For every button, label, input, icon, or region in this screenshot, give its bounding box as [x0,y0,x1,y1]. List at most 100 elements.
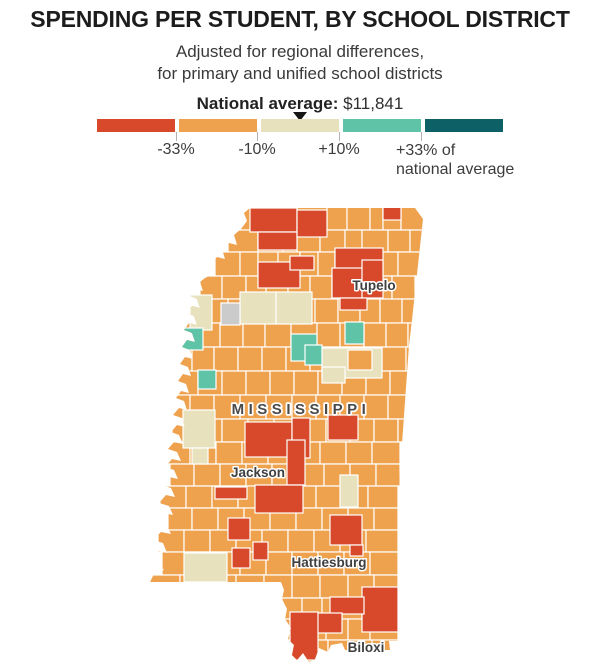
city-label-biloxi: Biloxi [348,640,385,655]
district-cell [252,541,269,561]
district-cell [185,485,213,509]
district-cell [373,418,399,443]
district-cell [326,208,348,231]
districts-layer [150,208,423,662]
district-cell [361,586,399,633]
national-average: National average: $11,841 [0,94,600,114]
district-cell [227,229,259,253]
district-cell [245,370,271,396]
district-cell [227,517,251,541]
district-cell [157,529,185,553]
page-title: SPENDING PER STUDENT, BY SCHOOL DISTRICT [30,6,570,32]
legend-tick-label-4: +33% of national average [396,141,514,179]
national-average-marker-icon [293,112,307,121]
subtitle-line-2: for primary and unified school districts [157,64,443,83]
district-cell [367,485,399,509]
district-cell [387,229,411,253]
district-cell [169,346,193,372]
national-average-value: $11,841 [343,94,404,113]
district-cell [289,255,315,271]
district-cell [316,322,341,348]
district-cell [254,484,304,514]
district-cell [344,321,365,345]
district-cell [191,507,219,531]
district-cell [339,474,359,508]
legend-swatch-2 [178,119,258,132]
district-cell [159,485,187,509]
district-cell [401,298,421,324]
legend-tick-label-4-line1: +33% of [396,142,456,159]
district-cell [389,370,413,396]
district-cell [369,208,384,231]
district-cell [221,418,249,443]
district-cell [239,394,267,420]
city-label-jackson: Jackson [231,465,285,480]
district-cell [231,547,251,569]
district-cell [269,370,295,396]
district-cell [287,529,315,553]
district-cell [405,346,419,372]
district-cell [349,544,364,557]
district-cell [379,298,403,324]
district-cell [286,439,306,486]
district-cell [346,208,371,231]
district-cell [265,551,293,576]
district-cell [291,574,321,599]
subtitle-line-1: Adjusted for regional differences, [175,42,425,61]
district-cell [304,344,323,366]
district-cell [239,251,259,277]
district-cell [289,611,319,661]
legend-swatch-1 [97,119,176,132]
district-cell [213,346,239,372]
district-cell [397,251,421,277]
national-average-label: National average: [196,94,339,113]
legend-tick [339,132,340,141]
district-cell [387,394,411,420]
district-cell [215,441,243,465]
legend-tick [257,132,258,141]
district-cell [183,529,211,553]
district-cell [345,441,373,465]
district-cell [347,349,373,371]
district-cell [176,327,204,351]
district-cell [385,322,409,348]
district-cell [371,441,401,465]
city-label-tupelo: Tupelo [352,278,395,293]
district-cell [189,294,213,331]
district-cell [264,322,292,348]
district-cell [315,485,343,509]
district-cell [327,414,359,441]
district-cell [363,322,387,348]
district-cell [220,302,241,326]
district-cell [381,346,407,372]
district-cell [293,370,319,396]
district-cell [239,291,277,325]
legend-tick [421,132,422,141]
district-cell [329,596,365,615]
state-label: MISSISSIPPI [232,401,371,418]
district-cell [400,208,423,231]
district-cell [397,418,409,443]
district-cell [261,346,287,372]
legend-swatch-4 [342,119,422,132]
district-cell [309,275,333,300]
district-cell [169,463,195,487]
legend-swatch-5 [424,119,504,132]
legend-tick-label-1: -33% [157,141,195,158]
district-cell [319,441,347,465]
district-cell [183,552,228,583]
district-cell [365,529,399,553]
map-labels: MISSISSIPPI Tupelo Jackson Hattiesburg Bilox… [229,277,397,657]
district-cell [191,346,215,372]
legend-tick-label-3: +10% [318,141,360,158]
district-cell [191,447,209,465]
district-cell [235,574,265,599]
district-cell [257,231,298,251]
legend-swatch-3 [260,119,340,132]
legend-tick [176,132,177,141]
district-cell [407,322,421,348]
district-cell [242,322,266,348]
district-cell [369,551,399,576]
district-cell [249,208,298,233]
